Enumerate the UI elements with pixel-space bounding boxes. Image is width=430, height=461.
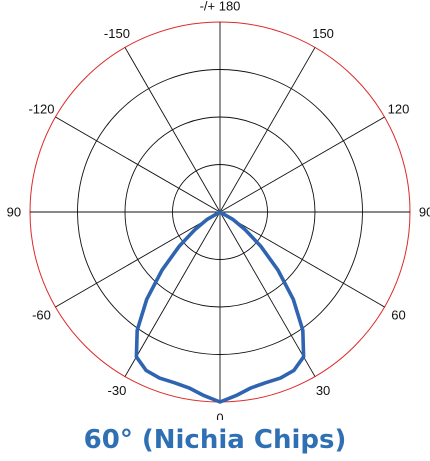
angle-tick-label: -60 xyxy=(32,308,51,323)
angle-tick-label: -30 xyxy=(108,383,127,398)
angle-tick-label: -/+ 180 xyxy=(200,0,241,13)
series-line xyxy=(134,210,306,404)
angle-tick-label: 60 xyxy=(391,308,405,323)
series-layer xyxy=(134,210,306,404)
angle-tick-label: -120 xyxy=(28,101,54,116)
angle-tick-label: 150 xyxy=(312,26,334,41)
angle-tick-label: 90 xyxy=(419,205,430,220)
angle-tick-label: 30 xyxy=(316,383,330,398)
angle-tick-label: 120 xyxy=(388,101,410,116)
angle-tick-label: 0 xyxy=(216,411,223,420)
chart-title: 60° (Nichia Chips) xyxy=(83,425,347,455)
angle-tick-label: -150 xyxy=(104,26,130,41)
polar-chart: 0 30 60 90 120 150 -/+ 180 -150 -120 90 -60 -30 xyxy=(7,0,430,420)
angle-tick-label: 90 xyxy=(7,205,21,220)
angle-tick-labels: 0 30 60 90 120 150 -/+ 180 -150 -120 90 -60 -30 xyxy=(7,0,430,420)
